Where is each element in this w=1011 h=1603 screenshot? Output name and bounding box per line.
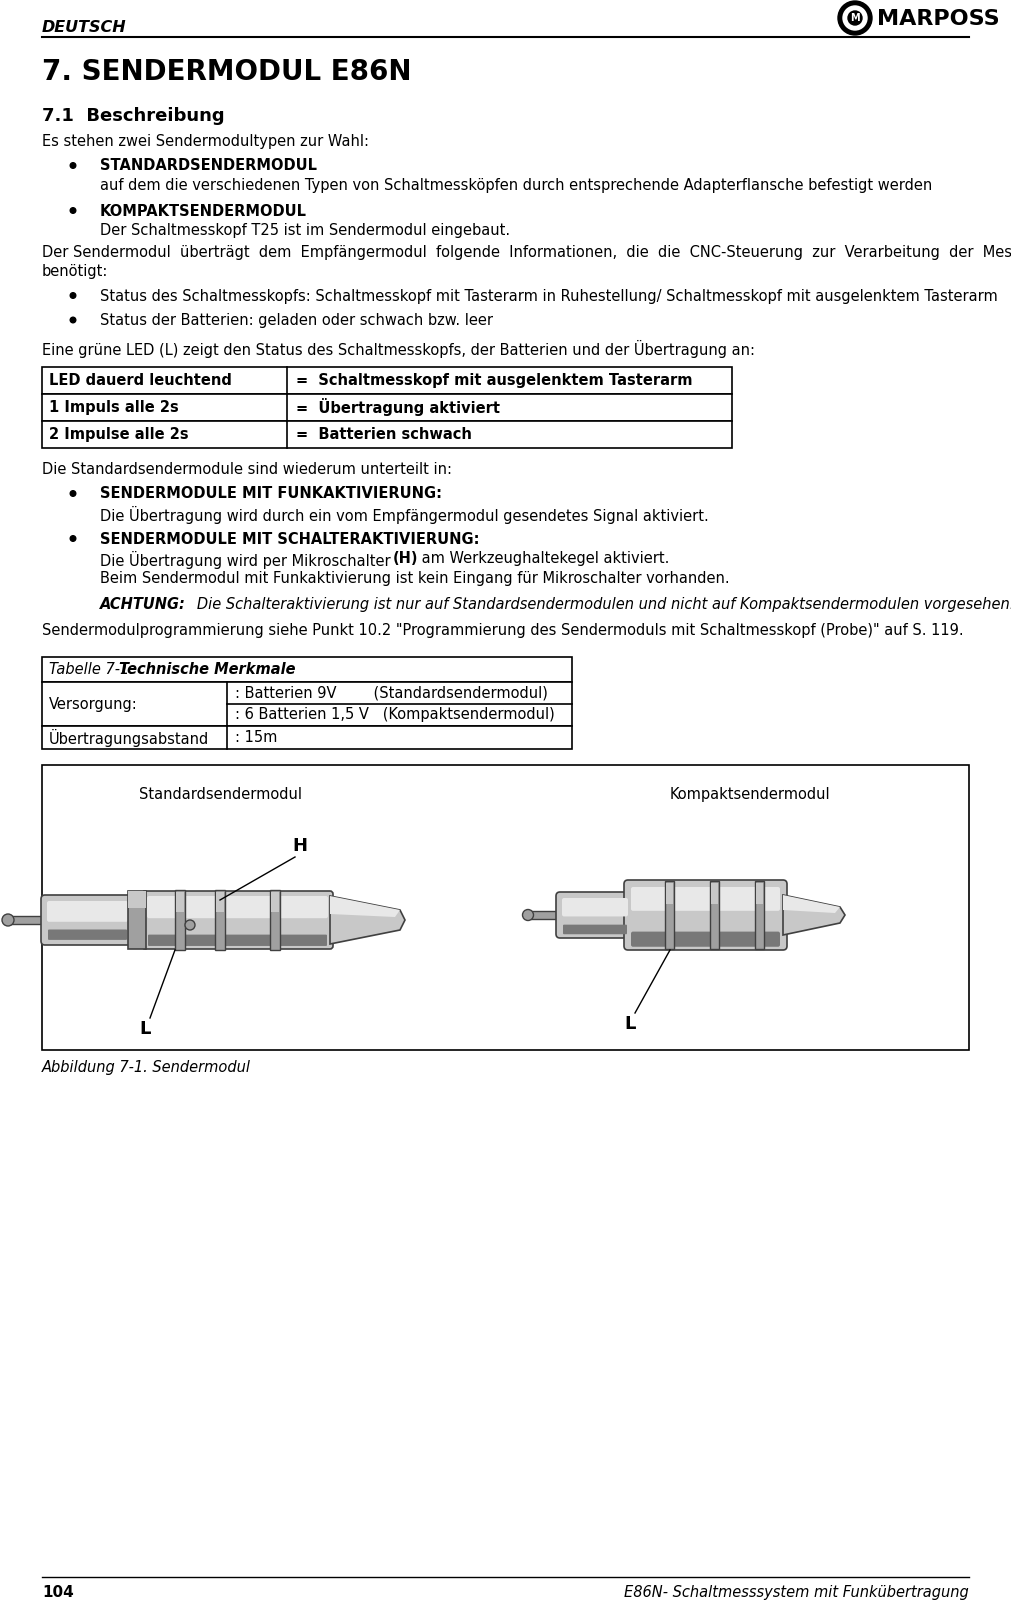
- Text: (H): (H): [393, 551, 419, 566]
- Bar: [128, 891, 146, 909]
- Text: H: H: [292, 837, 307, 854]
- Polygon shape: [783, 894, 845, 935]
- Bar: [215, 890, 225, 951]
- Bar: [665, 882, 674, 949]
- FancyBboxPatch shape: [624, 880, 787, 951]
- Bar: [42, 726, 572, 749]
- Circle shape: [70, 208, 76, 213]
- Text: Die Übertragung wird per Mikroschalter: Die Übertragung wird per Mikroschalter: [100, 551, 395, 569]
- Circle shape: [843, 6, 867, 30]
- Text: Der Sendermodul  überträgt  dem  Empfängermodul  folgende  Informationen,  die  : Der Sendermodul überträgt dem Empfängerm…: [42, 245, 1011, 260]
- Circle shape: [70, 317, 76, 322]
- Circle shape: [70, 162, 76, 168]
- Circle shape: [523, 909, 534, 920]
- Circle shape: [70, 293, 76, 298]
- Text: =  Schaltmesskopf mit ausgelenktem Tasterarm: = Schaltmesskopf mit ausgelenktem Taster…: [296, 373, 693, 388]
- Text: Abbildung 7-1. Sendermodul: Abbildung 7-1. Sendermodul: [42, 1060, 251, 1076]
- Text: E86N- Schaltmesssystem mit Funkübertragung: E86N- Schaltmesssystem mit Funkübertragu…: [624, 1585, 969, 1600]
- FancyBboxPatch shape: [41, 894, 134, 946]
- Text: 2 Impulse alle 2s: 2 Impulse alle 2s: [49, 426, 189, 442]
- Text: Kompaktsendermodul: Kompaktsendermodul: [669, 787, 830, 802]
- Text: Sendermodulprogrammierung siehe Punkt 10.2 "Programmierung des Sendermoduls mit : Sendermodulprogrammierung siehe Punkt 10…: [42, 624, 963, 638]
- Text: Die Übertragung wird durch ein vom Empfängermodul gesendetes Signal aktiviert.: Die Übertragung wird durch ein vom Empfä…: [100, 507, 709, 524]
- Text: ACHTUNG:: ACHTUNG:: [100, 596, 186, 612]
- Text: Übertragungsabstand: Übertragungsabstand: [49, 728, 209, 747]
- FancyBboxPatch shape: [48, 930, 127, 939]
- FancyBboxPatch shape: [562, 898, 628, 917]
- Text: Standardsendermodul: Standardsendermodul: [139, 787, 301, 802]
- Text: STANDARDSENDERMODUL: STANDARDSENDERMODUL: [100, 159, 317, 173]
- FancyBboxPatch shape: [47, 901, 128, 922]
- Bar: [42, 422, 732, 447]
- Text: Status der Batterien: geladen oder schwach bzw. leer: Status der Batterien: geladen oder schwa…: [100, 313, 493, 329]
- Polygon shape: [330, 896, 400, 917]
- Bar: [42, 765, 969, 1050]
- Bar: [755, 882, 764, 949]
- FancyBboxPatch shape: [563, 925, 627, 935]
- Polygon shape: [783, 894, 840, 914]
- Circle shape: [70, 491, 76, 497]
- Text: 7. SENDERMODUL E86N: 7. SENDERMODUL E86N: [42, 58, 411, 87]
- Bar: [216, 891, 224, 912]
- Bar: [270, 890, 280, 951]
- Text: =  Übertragung aktiviert: = Übertragung aktiviert: [296, 399, 500, 417]
- Text: benötigt:: benötigt:: [42, 264, 108, 279]
- Bar: [756, 883, 763, 904]
- FancyBboxPatch shape: [147, 896, 328, 919]
- Text: Tabelle 7-1.: Tabelle 7-1.: [49, 662, 139, 676]
- Bar: [42, 394, 732, 422]
- Text: Der Schaltmesskopf T25 ist im Sendermodul eingebaut.: Der Schaltmesskopf T25 ist im Sendermodu…: [100, 223, 511, 237]
- Text: Die Standardsendermodule sind wiederum unterteilt in:: Die Standardsendermodule sind wiederum u…: [42, 462, 452, 478]
- Bar: [176, 891, 184, 912]
- Text: Es stehen zwei Sendermodultypen zur Wahl:: Es stehen zwei Sendermodultypen zur Wahl…: [42, 135, 369, 149]
- Bar: [175, 890, 185, 951]
- Circle shape: [70, 535, 76, 542]
- Bar: [710, 882, 719, 949]
- Text: Versorgung:: Versorgung:: [49, 696, 137, 712]
- FancyBboxPatch shape: [148, 935, 327, 946]
- FancyBboxPatch shape: [142, 891, 333, 949]
- Text: auf dem die verschiedenen Typen von Schaltmessköpfen durch entsprechende Adapter: auf dem die verschiedenen Typen von Scha…: [100, 178, 932, 192]
- Polygon shape: [330, 896, 405, 944]
- Bar: [128, 891, 146, 949]
- Text: Status des Schaltmesskopfs: Schaltmesskopf mit Tasterarm in Ruhestellung/ Schalt: Status des Schaltmesskopfs: Schaltmessko…: [100, 289, 998, 303]
- FancyBboxPatch shape: [631, 931, 780, 947]
- FancyBboxPatch shape: [556, 891, 634, 938]
- Text: Die Schalteraktivierung ist nur auf Standardsendermodulen und nicht auf Kompakts: Die Schalteraktivierung ist nur auf Stan…: [183, 596, 1011, 612]
- Text: KOMPAKTSENDERMODUL: KOMPAKTSENDERMODUL: [100, 204, 307, 218]
- Text: 104: 104: [42, 1585, 74, 1600]
- Text: : 15m: : 15m: [235, 729, 277, 745]
- Bar: [271, 891, 279, 912]
- Circle shape: [848, 11, 862, 26]
- Text: am Werkzeughaltekegel aktiviert.: am Werkzeughaltekegel aktiviert.: [417, 551, 669, 566]
- Text: M: M: [850, 13, 859, 22]
- Text: 1 Impuls alle 2s: 1 Impuls alle 2s: [49, 401, 179, 415]
- Bar: [666, 883, 673, 904]
- Text: Eine grüne LED (L) zeigt den Status des Schaltmesskopfs, der Batterien und der Ü: Eine grüne LED (L) zeigt den Status des …: [42, 340, 755, 357]
- Text: : Batterien 9V        (Standardsendermodul): : Batterien 9V (Standardsendermodul): [235, 686, 548, 701]
- Bar: [10, 915, 90, 923]
- Text: Technische Merkmale: Technische Merkmale: [119, 662, 295, 676]
- Text: L: L: [625, 1015, 636, 1032]
- Bar: [42, 367, 732, 394]
- Circle shape: [838, 2, 872, 35]
- Text: DEUTSCH: DEUTSCH: [42, 19, 126, 35]
- Text: =  Batterien schwach: = Batterien schwach: [296, 426, 472, 442]
- Bar: [42, 681, 572, 726]
- Bar: [530, 911, 595, 919]
- Bar: [711, 883, 718, 904]
- Text: MARPOSS: MARPOSS: [877, 10, 1000, 29]
- Text: Beim Sendermodul mit Funkaktivierung ist kein Eingang für Mikroschalter vorhande: Beim Sendermodul mit Funkaktivierung ist…: [100, 571, 730, 585]
- FancyBboxPatch shape: [631, 886, 780, 911]
- Text: LED dauerd leuchtend: LED dauerd leuchtend: [49, 373, 232, 388]
- Text: SENDERMODULE MIT FUNKAKTIVIERUNG:: SENDERMODULE MIT FUNKAKTIVIERUNG:: [100, 486, 442, 502]
- Text: 7.1  Beschreibung: 7.1 Beschreibung: [42, 107, 224, 125]
- Circle shape: [185, 920, 195, 930]
- Text: : 6 Batterien 1,5 V   (Kompaktsendermodul): : 6 Batterien 1,5 V (Kompaktsendermodul): [235, 707, 555, 723]
- Text: SENDERMODULE MIT SCHALTERAKTIVIERUNG:: SENDERMODULE MIT SCHALTERAKTIVIERUNG:: [100, 532, 479, 547]
- Text: L: L: [140, 1020, 151, 1039]
- Circle shape: [2, 914, 14, 927]
- Bar: [42, 657, 572, 681]
